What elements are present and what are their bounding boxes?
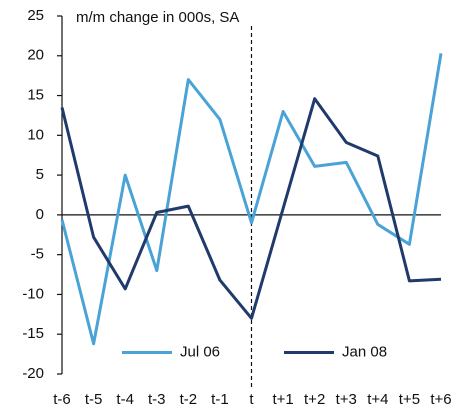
series-line xyxy=(60,53,443,346)
x-tick-label: t xyxy=(249,391,254,408)
y-tick-label: -5 xyxy=(31,246,44,263)
annotation: m/m change in 000s, SA xyxy=(76,9,239,26)
y-tick-label: 10 xyxy=(27,126,44,143)
x-tick-label: t-5 xyxy=(85,391,103,408)
x-tick-label: t+4 xyxy=(367,391,388,408)
y-tick-label: 25 xyxy=(27,7,44,24)
x-tick-label: t-1 xyxy=(211,391,229,408)
series-line xyxy=(60,97,442,320)
x-tick-label: t-2 xyxy=(180,391,198,408)
y-tick-label: 5 xyxy=(36,166,44,183)
y-tick-label: 15 xyxy=(27,87,44,104)
y-tick-label: -15 xyxy=(22,325,44,342)
y-tick-label: 20 xyxy=(27,47,44,64)
x-tick-label: t-3 xyxy=(148,391,166,408)
x-tick-label: t+2 xyxy=(304,391,325,408)
y-tick-label: -20 xyxy=(22,365,44,382)
x-tick-label: t-6 xyxy=(53,391,71,408)
x-tick-label: t+6 xyxy=(430,391,451,408)
x-tick-label: t+1 xyxy=(272,391,293,408)
legend-label: Jul 06 xyxy=(180,343,220,360)
legend-label: Jan 08 xyxy=(342,343,387,360)
x-tick-label: t+3 xyxy=(336,391,357,408)
x-tick-label: t+5 xyxy=(399,391,420,408)
x-tick-label: t-4 xyxy=(116,391,134,408)
y-tick-label: -10 xyxy=(22,285,44,302)
y-tick-label: 0 xyxy=(36,206,44,223)
